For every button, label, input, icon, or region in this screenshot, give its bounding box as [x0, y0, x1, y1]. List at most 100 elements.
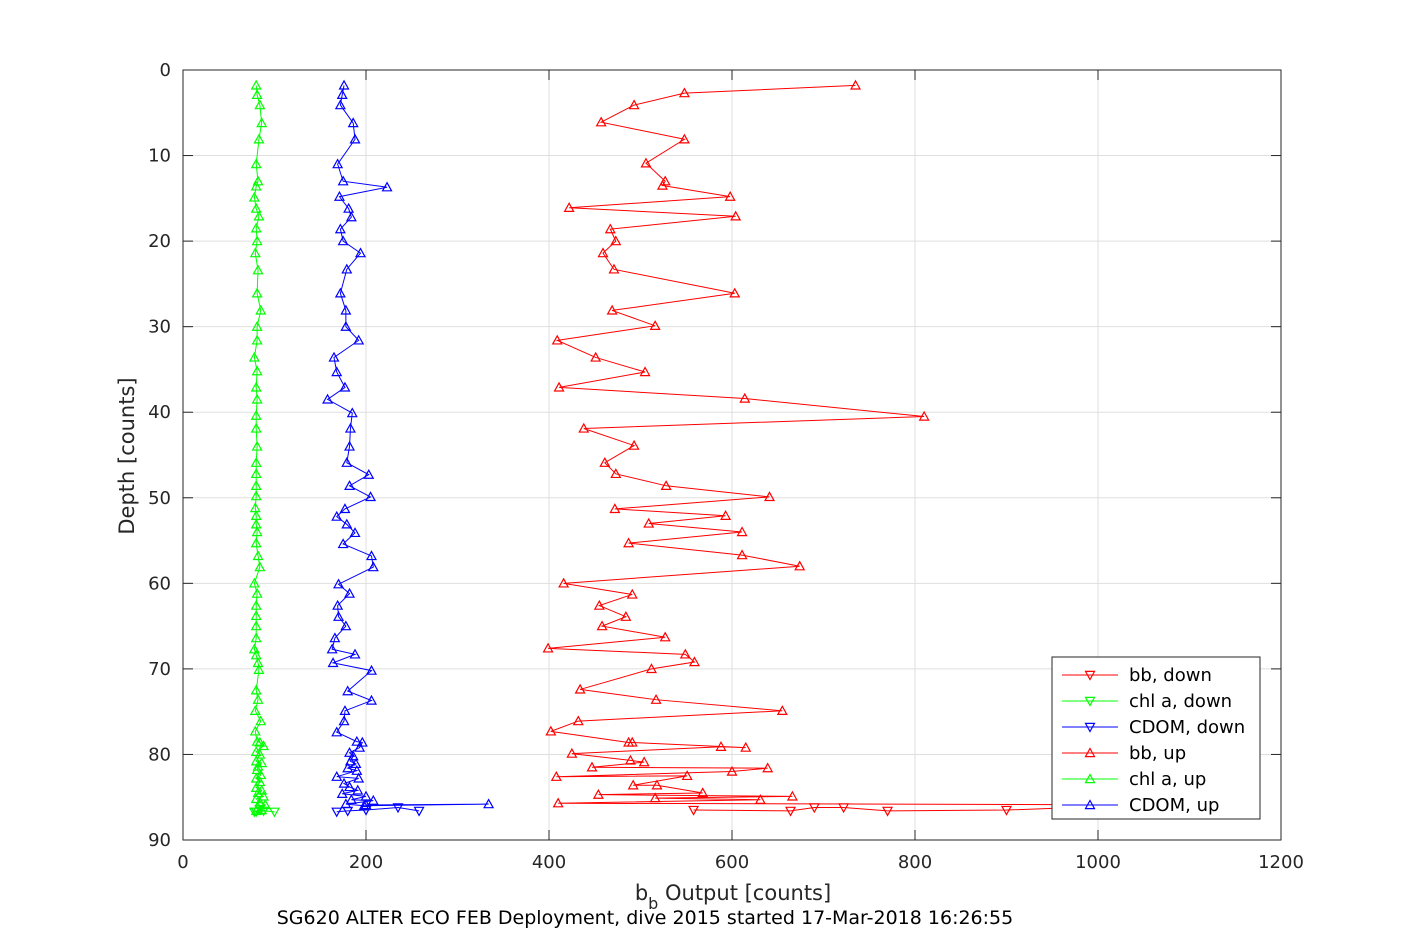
data-point [256, 757, 268, 768]
data-point [1000, 805, 1013, 816]
ticks [182, 69, 1282, 841]
y-tick-label: 60 [148, 573, 171, 594]
data-point [344, 440, 356, 451]
data-point [340, 320, 352, 331]
legend-label: bb, down [1129, 665, 1212, 686]
data-point [250, 381, 262, 392]
data-point [639, 366, 651, 377]
legend-label: chl a, down [1129, 691, 1232, 712]
data-point [341, 456, 353, 467]
data-point [340, 798, 352, 809]
data-point [331, 510, 343, 521]
data-point [250, 805, 262, 816]
data-point [250, 632, 262, 643]
data-point [250, 537, 262, 548]
x-tick-label: 1000 [1075, 852, 1121, 873]
data-point [255, 304, 267, 315]
data-point [248, 807, 260, 818]
data-point [626, 736, 638, 747]
legend-label: bb, up [1129, 743, 1186, 764]
data-point [550, 770, 562, 781]
data-point [566, 747, 578, 758]
legend-box [1051, 656, 1261, 820]
data-point [356, 736, 368, 747]
data-point [251, 440, 263, 451]
data-point [251, 764, 263, 775]
data-point [545, 725, 557, 736]
data-point [339, 705, 351, 716]
data-point [623, 537, 635, 548]
data-point [347, 117, 359, 128]
data-point [367, 794, 379, 805]
data-point [342, 685, 354, 696]
data-point [344, 422, 356, 433]
data-point [337, 235, 349, 246]
data-point [558, 577, 570, 588]
data-point [337, 538, 349, 549]
data-point [326, 643, 338, 654]
data-point [250, 202, 262, 213]
series-line [326, 85, 489, 807]
data-point [250, 649, 262, 660]
y-tick-label: 0 [160, 60, 171, 81]
data-point [649, 792, 661, 803]
series-cdom-up [322, 79, 495, 810]
data-point [249, 705, 261, 716]
data-point [345, 794, 357, 804]
data-point [249, 502, 261, 513]
data-point [656, 179, 668, 190]
data-point [250, 610, 262, 621]
data-point [365, 491, 377, 502]
data-point [736, 549, 748, 560]
data-point [360, 799, 372, 810]
x-tick-label: 600 [715, 852, 749, 873]
x-axis-label: bb Output [counts] [635, 881, 831, 913]
data-point [688, 805, 700, 816]
data-point [250, 620, 262, 631]
data-point [251, 334, 263, 345]
data-point [794, 560, 806, 571]
data-point [340, 620, 352, 631]
data-point [365, 694, 378, 705]
data-point [248, 577, 260, 588]
data-point [251, 365, 263, 376]
data-point [729, 287, 741, 298]
data-point [626, 588, 638, 599]
data-point [256, 117, 268, 128]
data-point [254, 736, 266, 747]
x-tick-label: 400 [532, 852, 566, 873]
data-point [628, 99, 640, 110]
data-point [251, 735, 263, 746]
data-point [258, 740, 270, 751]
data-point [726, 765, 738, 776]
data-point [720, 510, 732, 520]
data-point [542, 642, 554, 653]
data-point [250, 409, 262, 420]
data-point [786, 790, 798, 801]
data-point [679, 648, 691, 659]
data-point [251, 320, 263, 331]
data-point [331, 366, 343, 377]
data-point [553, 381, 565, 392]
data-point [248, 191, 260, 202]
series-line [548, 84, 1144, 806]
series-line [253, 85, 267, 812]
data-point [1084, 670, 1096, 681]
data-point [592, 788, 604, 799]
data-point [724, 190, 736, 201]
data-point [344, 781, 356, 792]
data-point [249, 725, 261, 736]
data-point [258, 790, 270, 801]
legend: bb, down chl a, down CDOM, down bb, up chl a… [1051, 656, 1261, 820]
data-point [334, 287, 346, 298]
data-point [250, 79, 262, 90]
data-point [347, 750, 359, 761]
data-point [332, 599, 344, 610]
data-point [255, 715, 267, 726]
data-point [638, 756, 650, 767]
data-point [251, 526, 263, 537]
data-point [333, 578, 345, 589]
data-point [754, 794, 766, 804]
data-point [620, 610, 632, 621]
